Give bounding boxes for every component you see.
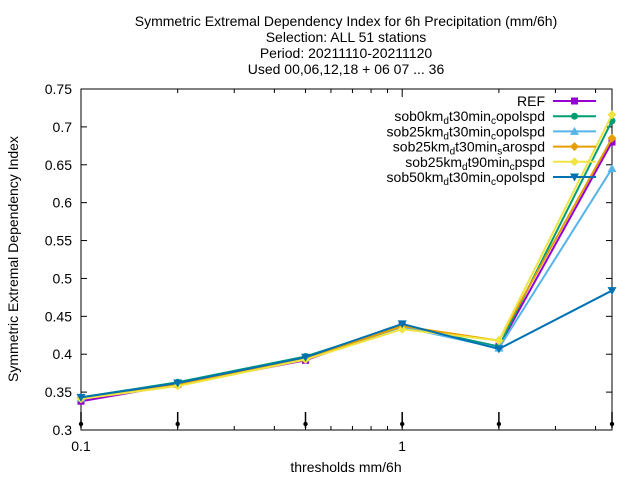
series-3 [76, 164, 617, 402]
threshold-marker-dot [399, 421, 405, 427]
data-point [570, 126, 579, 135]
threshold-marker-dot [175, 421, 180, 427]
data-point [607, 287, 617, 296]
data-point [397, 324, 407, 334]
data-point [571, 112, 578, 120]
x-tick-label: 1 [398, 438, 406, 454]
chart-title-line-2: Selection: ALL 51 stations [266, 29, 427, 45]
series-line [80, 137, 613, 400]
chart-title: Symmetric Extremal Dependency Index for … [135, 13, 558, 77]
y-tick-label: 0.45 [45, 308, 72, 324]
data-point [570, 142, 579, 152]
legend-label: REF [517, 93, 545, 109]
data-point [607, 110, 617, 120]
threshold-marker-dot [609, 421, 615, 427]
series-6 [76, 287, 617, 402]
threshold-marker-dot [496, 421, 502, 427]
data-point [76, 393, 86, 402]
y-tick-label: 0.7 [53, 119, 73, 135]
y-tick-label: 0.65 [45, 157, 72, 173]
data-point [607, 164, 617, 173]
series-line [80, 114, 613, 400]
data-point [494, 345, 504, 354]
y-axis: 0.3 0.35 0.4 0.45 0.5 0.55 0.6 0.65 0.7 0.75 [45, 81, 612, 438]
threshold-marker-dot [303, 421, 308, 427]
legend-label: sob25kmdt30minsarospd [393, 139, 545, 158]
y-tick-label: 0.3 [53, 422, 73, 438]
y-tick-label: 0.5 [53, 270, 73, 286]
y-tick-label: 0.4 [53, 346, 73, 362]
series-line [80, 289, 613, 399]
data-point [570, 157, 579, 167]
data-point [173, 379, 183, 388]
legend: REFsob0kmdt30mincopolspdsob25kmdt30minco… [387, 93, 596, 188]
legend-item: sob0kmdt30mincopolspd [394, 108, 596, 127]
y-tick-label: 0.35 [45, 384, 72, 400]
legend-item: REF [517, 93, 596, 109]
data-point [570, 173, 579, 182]
threshold-marker-dot [78, 421, 84, 427]
y-tick-label: 0.55 [45, 233, 72, 249]
y-tick-label: 0.75 [45, 81, 72, 97]
data-point [494, 336, 504, 346]
data-point [397, 320, 407, 329]
legend-label: sob25kmdt90mincpspd [405, 154, 545, 173]
data-point [301, 353, 311, 362]
legend-item: sob25kmdt30mincopolspd [387, 123, 596, 142]
x-tick-label: 0.1 [71, 438, 91, 454]
y-tick-label: 0.6 [53, 195, 73, 211]
legend-item: sob50kmdt30mincopolspd [387, 169, 596, 188]
series-line [80, 168, 613, 400]
chart-title-line-4: Used 00,06,12,18 + 06 07 ... 36 [248, 61, 445, 77]
legend-item: sob25kmdt90mincpspd [405, 154, 596, 173]
legend-label: sob0kmdt30mincopolspd [394, 108, 545, 127]
plot-area-border [80, 88, 613, 431]
legend-item: sob25kmdt30minsarospd [393, 139, 596, 158]
data-point [607, 133, 617, 143]
data-point [571, 97, 578, 105]
x-axis-title: thresholds mm/6h [290, 459, 401, 475]
legend-label: sob50kmdt30mincopolspd [387, 169, 545, 188]
threshold-markers [78, 412, 615, 428]
chart-title-line-1: Symmetric Extremal Dependency Index for … [135, 13, 558, 29]
legend-label: sob25kmdt30mincopolspd [387, 123, 545, 142]
chart-title-line-3: Period: 20211110-20211120 [260, 45, 433, 61]
series-group [76, 110, 617, 405]
y-axis-title: Symmetric Extremal Dependency Index [5, 136, 21, 382]
